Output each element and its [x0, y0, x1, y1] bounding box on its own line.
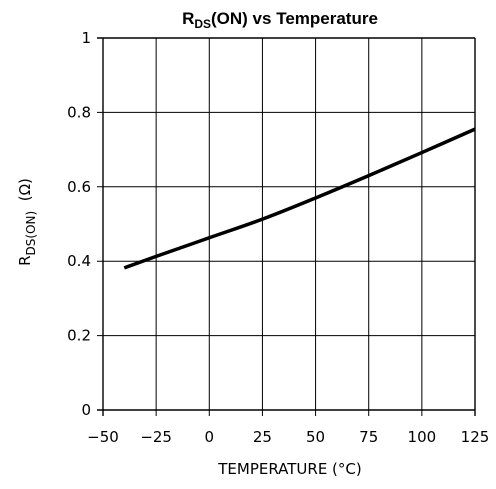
rds-on-curve	[123, 127, 476, 270]
grid	[97, 37, 476, 416]
x-axis-label: TEMPERATURE (°C)	[217, 460, 362, 478]
x-tick-label: 0	[205, 428, 215, 446]
x-tick-label: −50	[87, 428, 119, 446]
x-tick-labels: −50 −25 0 25 50 75 100 125	[87, 428, 489, 446]
x-tick-label: −25	[140, 428, 172, 446]
x-tick-label: 75	[359, 428, 378, 446]
y-tick-label: 0.8	[67, 103, 91, 121]
x-tick-label: 50	[306, 428, 325, 446]
y-tick-label: 0	[81, 401, 91, 419]
y-tick-label: 1	[81, 29, 91, 47]
x-tick-label: 100	[408, 428, 437, 446]
x-tick-label: 25	[253, 428, 272, 446]
chart-title: RDS(ON) vs Temperature	[182, 9, 378, 31]
y-tick-labels: 0 0.2 0.4 0.6 0.8 1	[67, 29, 91, 419]
series-layer	[123, 127, 476, 270]
y-axis-label: RDS(ON) (Ω)	[16, 178, 38, 266]
y-tick-label: 0.6	[67, 178, 91, 196]
x-tick-label: 125	[461, 428, 490, 446]
y-tick-label: 0.2	[67, 327, 91, 345]
y-tick-label: 0.4	[67, 252, 91, 270]
